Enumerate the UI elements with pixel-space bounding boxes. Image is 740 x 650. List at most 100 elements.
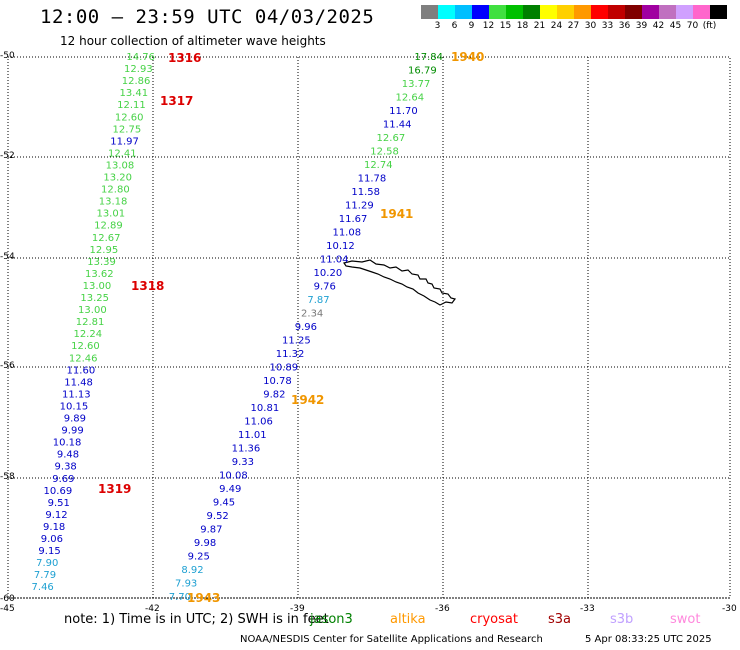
wave-height-value: 13.62 [85,269,114,280]
wave-height-value: 9.96 [295,322,317,333]
colorbar-swatch [642,5,659,19]
pass-time-tag: 1317 [160,94,193,108]
colorbar-swatch [557,5,574,19]
wave-height-value: 13.41 [119,88,148,99]
colorbar-swatch [523,5,540,19]
wave-height-value: 11.08 [332,228,361,239]
colorbar-swatch [421,5,438,19]
wave-height-value: 13.01 [96,209,125,220]
wave-height-value: 11.04 [320,255,349,266]
wave-height-value: 12.80 [101,185,130,196]
colorbar-label: 45 [669,21,682,31]
wave-height-value: 12.93 [124,64,153,75]
colorbar-swatch [710,5,727,19]
colorbar-label: 9 [468,21,475,31]
colorbar-label: 27 [567,21,580,31]
wave-height-value: 10.69 [44,486,73,497]
wave-height-value: 11.70 [389,106,418,117]
wave-height-value: 11.29 [345,201,374,212]
wave-height-value: 13.25 [80,293,109,304]
pass-time-tag: 1940 [451,50,484,64]
latitude-label: -58 [0,472,15,482]
wave-height-value: 10.89 [269,363,298,374]
page-title: 12:00 — 23:59 UTC 04/03/2025 [40,6,375,28]
longitude-label: -42 [145,604,160,614]
wave-height-value: 8.92 [181,565,203,576]
wave-height-value: 10.12 [326,241,355,252]
wave-height-value: 12.64 [395,93,424,104]
latitude-label: -60 [0,594,15,604]
wave-height-value: 13.20 [103,173,132,184]
wave-height-value: 12.60 [71,341,100,352]
wave-height-value: 9.51 [48,498,70,509]
colorbar-swatch [455,5,472,19]
wave-height-value: 12.86 [122,76,151,87]
footer-note: note: 1) Time is in UTC; 2) SWH is in fe… [64,612,329,627]
colorbar-swatch [438,5,455,19]
pass-time-tag: 1943 [187,591,220,605]
wave-height-value: 12.46 [69,353,98,364]
wave-height-value: 14.76 [126,52,155,63]
wave-height-value: 9.38 [55,462,77,473]
longitude-label: -30 [722,604,737,614]
wave-height-value: 9.82 [263,390,285,401]
wave-height-value: 9.52 [207,511,229,522]
colorbar-label: 3 [434,21,441,31]
page-subtitle: 12 hour collection of altimeter wave hei… [60,34,326,48]
wave-height-value: 13.77 [402,79,431,90]
wave-height-value: 11.97 [110,136,139,147]
wave-height-value: 9.48 [57,450,79,461]
pass-time-tag: 1316 [168,51,201,65]
longitude-label: -45 [0,604,15,614]
wave-height-value: 11.32 [276,349,305,360]
colorbar-label: 18 [516,21,529,31]
wave-height-value: 9.12 [45,510,67,521]
colorbar-label: 6 [451,21,458,31]
satellite-legend-item: s3b [610,612,634,627]
pass-time-tag: 1941 [380,207,413,221]
wave-height-value: 13.08 [106,160,135,171]
wave-height-value: 7.87 [307,295,329,306]
wave-height-value: 9.33 [232,457,254,468]
wave-height-value: 13.00 [78,305,107,316]
satellite-legend-item: cryosat [470,612,518,627]
wave-height-value: 11.36 [232,444,261,455]
longitude-label: -36 [435,604,450,614]
colorbar-swatch [659,5,676,19]
satellite-legend-item: swot [670,612,701,627]
latitude-label: -56 [0,361,15,371]
wave-height-value: 9.76 [314,282,336,293]
wave-height-value: 9.99 [61,426,83,437]
wave-height-value: 9.45 [213,498,235,509]
wave-height-value: 13.00 [83,281,112,292]
wave-height-value: 10.15 [60,401,89,412]
wave-height-value: 10.08 [219,471,248,482]
wave-height-value: 12.75 [113,124,142,135]
colorbar-swatch [574,5,591,19]
wave-height-value: 7.79 [34,570,56,581]
wave-height-value: 13.39 [87,257,116,268]
credit-line: NOAA/NESDIS Center for Satellite Applica… [240,634,543,645]
wave-height-value: 11.06 [244,417,273,428]
colorbar-label: 33 [601,21,614,31]
colorbar-swatch [540,5,557,19]
colorbar-swatch [506,5,523,19]
wave-height-value: 16.79 [408,66,437,77]
wave-height-value: 11.25 [282,336,311,347]
satellite-legend-item: altika [390,612,426,627]
wave-height-value: 17.84 [414,52,443,63]
wave-height-value: 11.60 [67,365,96,376]
wave-height-value: 9.69 [52,474,74,485]
wave-height-value: 9.98 [194,538,216,549]
wave-height-value: 12.67 [377,133,406,144]
wave-height-value: 12.74 [364,160,393,171]
wave-height-value: 9.87 [200,525,222,536]
wave-height-value: 11.58 [351,187,380,198]
wave-height-value: 12.11 [117,100,146,111]
pass-time-tag: 1942 [291,393,324,407]
colorbar-label: 21 [533,21,546,31]
wave-height-value: 9.25 [188,552,210,563]
wave-height-value: 10.81 [251,403,280,414]
longitude-label: -39 [290,604,305,614]
colorbar-label: 70 [686,21,699,31]
